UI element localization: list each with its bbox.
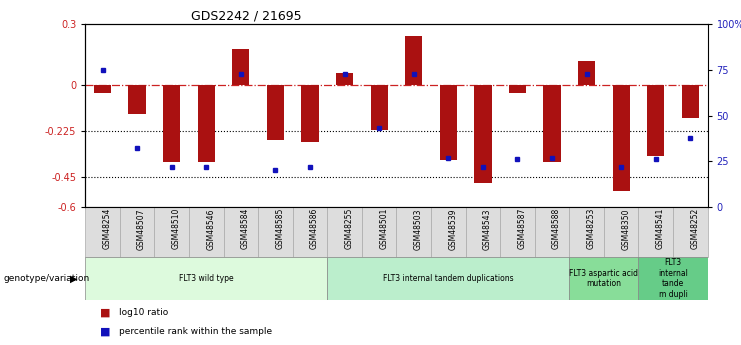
Text: GSM48546: GSM48546: [206, 208, 215, 249]
Text: GSM48588: GSM48588: [552, 208, 561, 249]
FancyBboxPatch shape: [85, 207, 120, 257]
Bar: [232, 49, 250, 85]
Text: GSM48252: GSM48252: [691, 208, 700, 249]
Bar: [543, 85, 561, 162]
FancyBboxPatch shape: [293, 207, 328, 257]
FancyBboxPatch shape: [224, 207, 258, 257]
Bar: [267, 85, 284, 140]
FancyBboxPatch shape: [465, 207, 500, 257]
FancyBboxPatch shape: [328, 207, 362, 257]
Text: GDS2242 / 21695: GDS2242 / 21695: [191, 10, 302, 23]
Text: GSM48587: GSM48587: [517, 208, 526, 249]
Text: FLT3 internal tandem duplications: FLT3 internal tandem duplications: [383, 274, 514, 283]
Text: FLT3 aspartic acid
mutation: FLT3 aspartic acid mutation: [569, 269, 639, 288]
Bar: [128, 85, 146, 114]
Text: GSM48255: GSM48255: [345, 208, 353, 249]
FancyBboxPatch shape: [154, 207, 189, 257]
Text: GSM48585: GSM48585: [276, 208, 285, 249]
Text: GSM48350: GSM48350: [621, 208, 630, 249]
Text: GSM48584: GSM48584: [241, 208, 250, 249]
Text: GSM48586: GSM48586: [310, 208, 319, 249]
Bar: [198, 85, 215, 162]
Text: GSM48541: GSM48541: [656, 208, 665, 249]
Bar: [336, 73, 353, 85]
Text: GSM48253: GSM48253: [587, 208, 596, 249]
Text: log10 ratio: log10 ratio: [119, 308, 167, 317]
FancyBboxPatch shape: [189, 207, 224, 257]
FancyBboxPatch shape: [673, 207, 708, 257]
FancyBboxPatch shape: [258, 207, 293, 257]
FancyBboxPatch shape: [639, 257, 708, 300]
Bar: [474, 85, 491, 183]
Bar: [509, 85, 526, 93]
Bar: [163, 85, 180, 162]
Text: GSM48507: GSM48507: [137, 208, 146, 249]
Text: FLT3 wild type: FLT3 wild type: [179, 274, 233, 283]
FancyBboxPatch shape: [569, 257, 639, 300]
Bar: [94, 85, 111, 93]
FancyBboxPatch shape: [535, 207, 569, 257]
Bar: [370, 85, 388, 130]
Text: genotype/variation: genotype/variation: [4, 274, 90, 283]
Bar: [682, 85, 699, 118]
Text: GSM48539: GSM48539: [448, 208, 457, 249]
Bar: [578, 61, 595, 85]
Bar: [439, 85, 457, 160]
Text: GSM48543: GSM48543: [483, 208, 492, 249]
FancyBboxPatch shape: [431, 207, 465, 257]
FancyBboxPatch shape: [120, 207, 154, 257]
FancyBboxPatch shape: [362, 207, 396, 257]
Text: GSM48501: GSM48501: [379, 208, 388, 249]
FancyBboxPatch shape: [85, 257, 328, 300]
Text: ■: ■: [100, 307, 110, 317]
Text: percentile rank within the sample: percentile rank within the sample: [119, 327, 272, 336]
Text: FLT3
internal
tande
m dupli: FLT3 internal tande m dupli: [658, 258, 688, 299]
Bar: [302, 85, 319, 142]
Text: ▶: ▶: [70, 274, 78, 284]
Bar: [647, 85, 665, 156]
FancyBboxPatch shape: [604, 207, 639, 257]
FancyBboxPatch shape: [396, 207, 431, 257]
FancyBboxPatch shape: [639, 207, 673, 257]
Text: GSM48510: GSM48510: [172, 208, 181, 249]
Bar: [405, 36, 422, 85]
Text: GSM48503: GSM48503: [413, 208, 422, 249]
FancyBboxPatch shape: [328, 257, 569, 300]
Bar: [613, 85, 630, 191]
FancyBboxPatch shape: [569, 207, 604, 257]
FancyBboxPatch shape: [500, 207, 535, 257]
Text: ■: ■: [100, 326, 110, 336]
Text: GSM48254: GSM48254: [102, 208, 111, 249]
